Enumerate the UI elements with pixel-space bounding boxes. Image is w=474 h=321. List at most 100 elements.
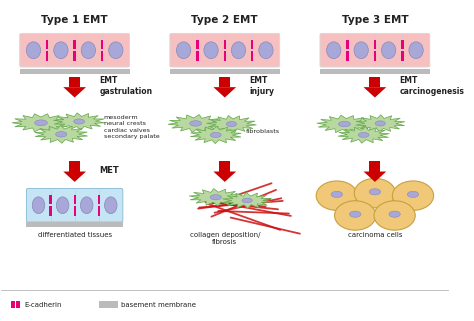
Ellipse shape xyxy=(176,42,191,59)
Bar xyxy=(73,51,76,61)
Bar xyxy=(196,40,199,49)
Polygon shape xyxy=(356,115,405,132)
Bar xyxy=(401,51,403,61)
Polygon shape xyxy=(317,115,372,133)
Text: EMT
gastrulation: EMT gastrulation xyxy=(99,76,153,96)
Bar xyxy=(170,69,280,74)
Polygon shape xyxy=(364,171,386,182)
Ellipse shape xyxy=(382,42,396,59)
Text: MET: MET xyxy=(99,166,119,175)
Bar xyxy=(369,77,381,87)
Bar xyxy=(69,161,80,171)
Polygon shape xyxy=(35,125,88,143)
Bar xyxy=(346,51,349,61)
Polygon shape xyxy=(191,126,241,143)
Polygon shape xyxy=(63,87,86,98)
FancyBboxPatch shape xyxy=(27,188,123,222)
Ellipse shape xyxy=(242,198,252,203)
Text: fibroblasts: fibroblasts xyxy=(246,129,281,134)
Bar xyxy=(17,301,20,308)
Text: Type 1 EMT: Type 1 EMT xyxy=(41,15,108,25)
Text: basement membrane: basement membrane xyxy=(121,302,196,308)
Bar xyxy=(73,40,76,49)
Polygon shape xyxy=(223,193,272,208)
Ellipse shape xyxy=(375,121,385,126)
Polygon shape xyxy=(12,114,70,132)
Circle shape xyxy=(354,178,395,208)
Ellipse shape xyxy=(210,132,221,137)
Ellipse shape xyxy=(349,211,361,217)
Ellipse shape xyxy=(231,42,246,59)
Bar xyxy=(46,40,48,49)
Ellipse shape xyxy=(27,42,41,59)
Ellipse shape xyxy=(35,120,47,126)
Ellipse shape xyxy=(358,133,369,137)
Polygon shape xyxy=(338,127,390,143)
Bar xyxy=(73,206,76,216)
Bar xyxy=(101,51,103,61)
FancyBboxPatch shape xyxy=(320,33,430,67)
Polygon shape xyxy=(213,87,236,98)
Bar xyxy=(219,161,230,171)
Ellipse shape xyxy=(369,189,381,195)
Bar xyxy=(320,69,430,74)
Ellipse shape xyxy=(81,197,93,214)
Bar xyxy=(49,195,52,204)
Bar xyxy=(251,51,254,61)
Ellipse shape xyxy=(32,197,45,214)
Circle shape xyxy=(392,181,434,210)
Bar xyxy=(49,206,52,216)
Text: Type 3 EMT: Type 3 EMT xyxy=(342,15,408,25)
Text: collagen deposition/
fibrosis: collagen deposition/ fibrosis xyxy=(190,232,260,246)
Bar xyxy=(98,206,100,216)
Text: E-cadherin: E-cadherin xyxy=(24,302,62,308)
Bar xyxy=(20,69,129,74)
Bar xyxy=(224,40,226,49)
Bar xyxy=(99,301,118,308)
Bar xyxy=(374,40,376,49)
Text: EMT
injury: EMT injury xyxy=(249,76,274,96)
Polygon shape xyxy=(364,87,386,98)
Text: carcinoma cells: carcinoma cells xyxy=(347,232,402,239)
Circle shape xyxy=(335,201,376,230)
Text: differentiated tissues: differentiated tissues xyxy=(37,232,112,239)
Ellipse shape xyxy=(338,121,350,127)
Circle shape xyxy=(316,181,357,210)
Ellipse shape xyxy=(204,42,218,59)
Bar xyxy=(401,40,403,49)
Polygon shape xyxy=(189,189,242,206)
Ellipse shape xyxy=(409,42,423,59)
Ellipse shape xyxy=(81,42,95,59)
Ellipse shape xyxy=(104,197,117,214)
Bar xyxy=(98,195,100,204)
Bar xyxy=(10,301,15,308)
Text: Type 2 EMT: Type 2 EMT xyxy=(191,15,258,25)
Text: mesoderm
neural crests
cardiac valves
secondary palate: mesoderm neural crests cardiac valves se… xyxy=(104,115,160,139)
Ellipse shape xyxy=(407,191,419,197)
Ellipse shape xyxy=(327,42,341,59)
Ellipse shape xyxy=(74,119,84,124)
Ellipse shape xyxy=(56,197,69,214)
Ellipse shape xyxy=(210,195,221,200)
Polygon shape xyxy=(54,113,105,130)
Polygon shape xyxy=(207,116,256,133)
Ellipse shape xyxy=(354,42,368,59)
Ellipse shape xyxy=(227,121,237,127)
Bar xyxy=(219,77,230,87)
Bar xyxy=(27,222,123,227)
Ellipse shape xyxy=(331,191,343,197)
Circle shape xyxy=(374,201,415,230)
Ellipse shape xyxy=(55,132,67,137)
Ellipse shape xyxy=(109,42,123,59)
Ellipse shape xyxy=(259,42,273,59)
Bar xyxy=(374,51,376,61)
Ellipse shape xyxy=(54,42,68,59)
Bar xyxy=(196,51,199,61)
FancyBboxPatch shape xyxy=(20,33,129,67)
Polygon shape xyxy=(168,115,223,132)
Bar xyxy=(101,40,103,49)
Ellipse shape xyxy=(389,211,400,217)
Bar xyxy=(224,51,226,61)
Bar xyxy=(69,77,80,87)
Polygon shape xyxy=(213,171,236,182)
